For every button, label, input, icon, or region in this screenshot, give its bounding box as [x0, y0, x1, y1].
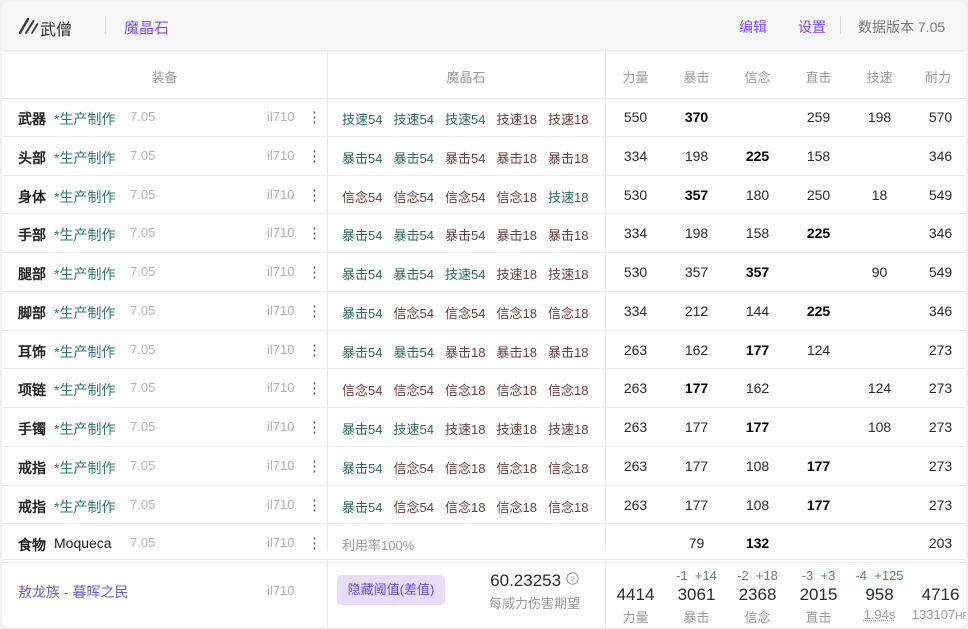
svg-text:?: ? [570, 574, 574, 583]
